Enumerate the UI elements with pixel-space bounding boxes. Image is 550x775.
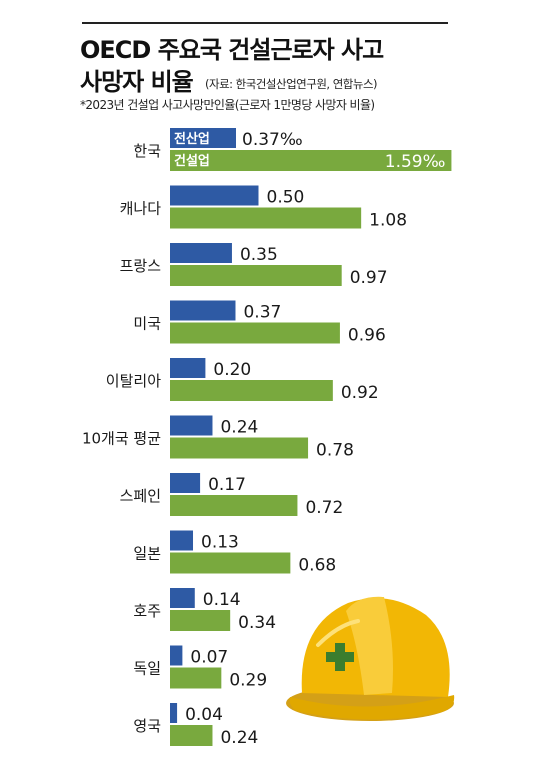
category-label: 일본 bbox=[133, 545, 161, 563]
bar-all-industries bbox=[170, 300, 236, 321]
bar-all-industries bbox=[170, 530, 194, 551]
value-label-construction: 0.96 bbox=[348, 326, 386, 346]
value-label-all-industries: 0.50 bbox=[267, 188, 305, 208]
legend-label-construction: 건설업 bbox=[174, 153, 210, 169]
value-label-all-industries: 0.20 bbox=[213, 360, 251, 380]
category-label: 미국 bbox=[133, 315, 161, 333]
bar-all-industries bbox=[170, 473, 201, 493]
value-label-all-industries: 0.24 bbox=[220, 418, 258, 438]
bar-construction bbox=[170, 150, 452, 171]
value-label-all-industries: 0.37 bbox=[243, 303, 281, 323]
value-label-all-industries: 0.14 bbox=[203, 590, 241, 610]
category-label: 프랑스 bbox=[120, 257, 162, 275]
value-label-construction: 0.92 bbox=[341, 383, 379, 403]
value-label-construction: 0.78 bbox=[316, 441, 354, 461]
value-label-construction: 0.72 bbox=[305, 498, 343, 518]
bar-all-industries bbox=[170, 358, 206, 378]
top-rule bbox=[82, 22, 448, 24]
bar-construction bbox=[170, 667, 222, 689]
value-label-all-industries: 0.04 bbox=[185, 705, 223, 725]
value-label-all-industries: 0.17 bbox=[208, 475, 246, 495]
bar-construction bbox=[170, 610, 231, 631]
category-label: 스페인 bbox=[120, 487, 161, 505]
bar-all-industries bbox=[170, 645, 183, 666]
bar-all-industries bbox=[170, 415, 213, 436]
bar-construction bbox=[170, 265, 342, 286]
legend-label-all-industries: 전산업 bbox=[174, 131, 210, 147]
category-label: 호주 bbox=[133, 602, 161, 620]
value-label-all-industries: 0.37‰ bbox=[242, 130, 303, 150]
value-label-construction: 0.97 bbox=[350, 268, 388, 288]
bar-all-industries bbox=[170, 128, 236, 148]
value-label-construction: 1.59‰ bbox=[385, 152, 446, 172]
value-label-construction: 1.08 bbox=[369, 211, 407, 231]
value-label-all-industries: 0.07 bbox=[190, 648, 228, 668]
bar-all-industries bbox=[170, 243, 232, 263]
bar-construction bbox=[170, 725, 213, 746]
bar-all-industries bbox=[170, 703, 178, 723]
value-label-construction: 0.34 bbox=[238, 613, 276, 633]
category-label: 영국 bbox=[133, 717, 161, 735]
chart-title-line1: OECD 주요국 건설근로자 사고 bbox=[80, 36, 384, 64]
chart-title-line2: 사망자 비율 bbox=[80, 68, 194, 96]
category-label: 캐나다 bbox=[120, 200, 162, 218]
bar-all-industries bbox=[170, 185, 259, 206]
bar-construction bbox=[170, 437, 309, 459]
value-label-all-industries: 0.13 bbox=[201, 533, 239, 553]
bar-all-industries bbox=[170, 588, 195, 608]
value-label-construction: 0.24 bbox=[220, 728, 258, 748]
value-label-construction: 0.29 bbox=[229, 671, 267, 691]
value-label-construction: 0.68 bbox=[298, 556, 336, 576]
bar-construction bbox=[170, 207, 362, 229]
category-label: 한국 bbox=[133, 142, 161, 160]
source-note: (자료: 한국건설산업연구원, 연합뉴스) bbox=[205, 77, 378, 91]
footnote: *2023년 건설업 사고사망만인율(근로자 1만명당 사망자 비율) bbox=[80, 98, 375, 112]
bar-construction bbox=[170, 495, 298, 516]
bar-construction bbox=[170, 380, 333, 401]
bar-construction bbox=[170, 552, 291, 574]
bars-group: 한국 전산업 0.37‰ 건설업 1.59‰ 캐나다 0.50 1.08 프랑스 0.35 0.97… bbox=[82, 128, 452, 748]
category-label: 이탈리아 bbox=[106, 372, 161, 390]
value-label-all-industries: 0.35 bbox=[240, 245, 278, 265]
category-label: 10개국 평균 bbox=[82, 430, 161, 448]
hard-hat-icon bbox=[286, 596, 455, 721]
bar-construction bbox=[170, 322, 340, 344]
category-label: 독일 bbox=[133, 660, 161, 678]
